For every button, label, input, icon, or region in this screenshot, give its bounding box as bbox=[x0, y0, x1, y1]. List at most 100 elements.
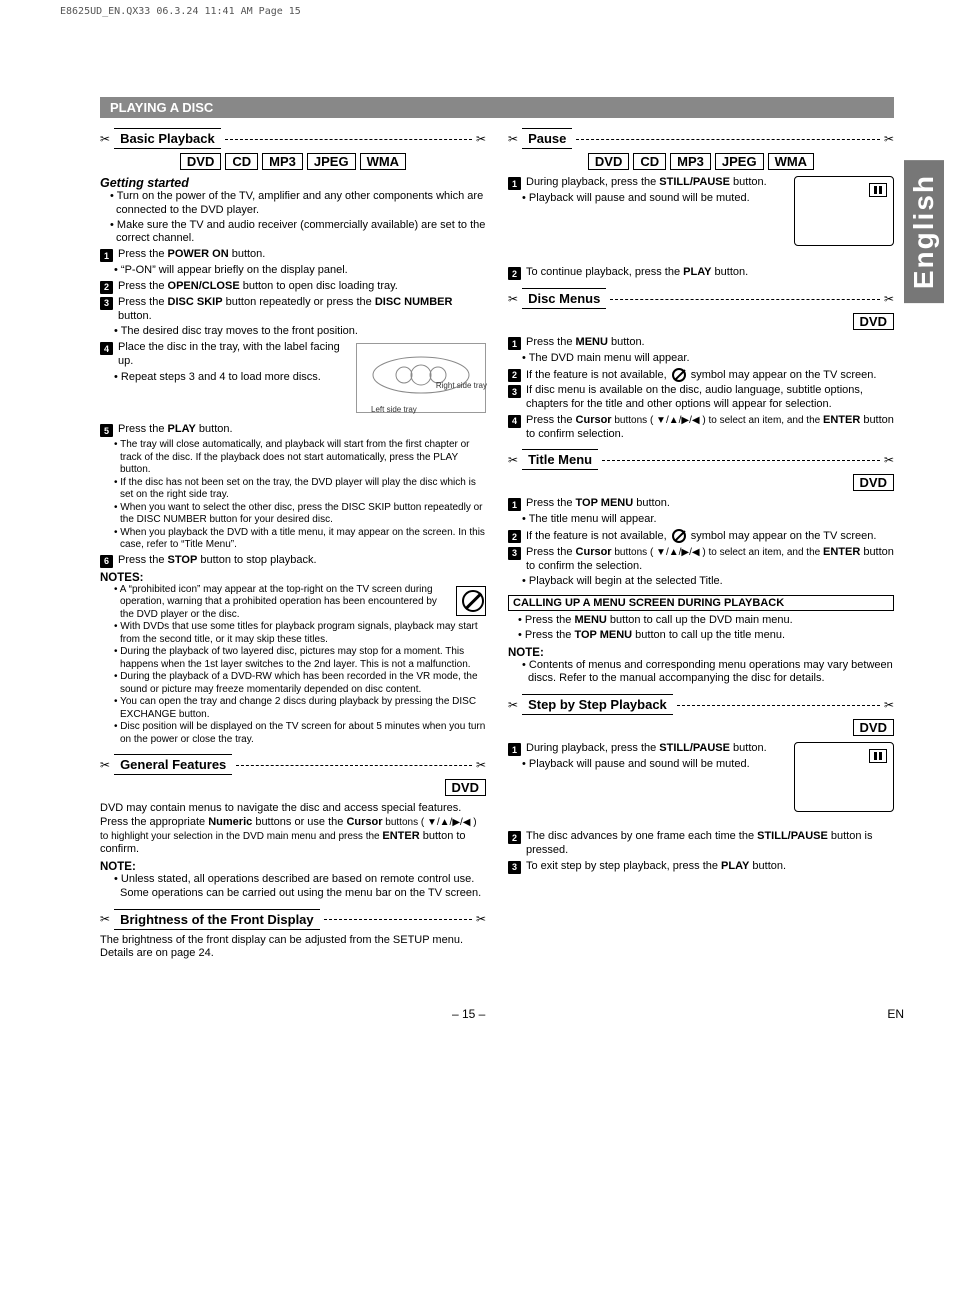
step-sub: • The tray will close automatically, and… bbox=[114, 439, 486, 477]
format-dvd: DVD bbox=[588, 153, 629, 170]
step-sub: • The DVD main menu will appear. bbox=[522, 352, 894, 366]
format-dvd: DVD bbox=[445, 779, 486, 796]
notes-head: NOTES: bbox=[100, 572, 486, 584]
format-jpeg: JPEG bbox=[307, 153, 356, 170]
text: During the playback of a DVD-RW which ha… bbox=[120, 671, 478, 695]
subheading-disc-menus: ✂ Disc Menus ✂ bbox=[508, 288, 894, 309]
subheading-brightness: ✂ Brightness of the Front Display ✂ bbox=[100, 909, 486, 930]
section-banner: PLAYING A DISC bbox=[100, 97, 894, 118]
text: button. bbox=[730, 742, 767, 754]
subheading-title-menu: ✂ Title Menu ✂ bbox=[508, 449, 894, 470]
text: STOP bbox=[168, 554, 198, 566]
text: buttons ( ▼/▲/▶/◀ ) to select an item, a… bbox=[612, 547, 823, 558]
text: buttons or use the bbox=[252, 816, 346, 828]
prohibited-box bbox=[456, 586, 486, 616]
text: TOP MENU bbox=[574, 629, 632, 641]
text: ENTER bbox=[382, 830, 419, 842]
note-item: • A “prohibited icon” may appear at the … bbox=[114, 584, 486, 622]
scissors-icon: ✂ bbox=[476, 913, 486, 925]
scissors-icon: ✂ bbox=[476, 759, 486, 771]
left-column: ✂ Basic Playback ✂ DVD CD MP3 JPEG WMA G… bbox=[100, 124, 486, 961]
step-number-icon: 3 bbox=[508, 385, 521, 398]
text: Cursor bbox=[346, 816, 382, 828]
text: button to call up the title menu. bbox=[632, 629, 785, 641]
step-number-icon: 2 bbox=[508, 831, 521, 844]
format-wma: WMA bbox=[360, 153, 407, 170]
scissors-icon: ✂ bbox=[476, 133, 486, 145]
format-mp3: MP3 bbox=[670, 153, 711, 170]
format-wma: WMA bbox=[768, 153, 815, 170]
subheading-text: Title Menu bbox=[522, 449, 598, 470]
dashed-line bbox=[225, 139, 472, 140]
subheading-text: General Features bbox=[114, 754, 232, 775]
format-row: DVD bbox=[508, 313, 894, 330]
disc-step-2: 2 If the feature is not available, symbo… bbox=[508, 368, 894, 383]
format-row: DVD bbox=[508, 474, 894, 491]
text: You can open the tray and change 2 discs… bbox=[120, 696, 476, 720]
prohibited-icon bbox=[462, 590, 484, 612]
page-footer: – 15 – EN bbox=[0, 991, 954, 1031]
text: Press the bbox=[118, 280, 168, 292]
dashed-line bbox=[324, 919, 472, 920]
step-number-icon: 6 bbox=[100, 555, 113, 568]
text: button. bbox=[711, 266, 748, 278]
note-head: NOTE: bbox=[508, 647, 894, 659]
step-1: 1 Press the POWER ON button. bbox=[100, 248, 486, 262]
text: button to call up the DVD main menu. bbox=[607, 614, 793, 626]
format-dvd: DVD bbox=[853, 474, 894, 491]
text: Press the bbox=[526, 336, 576, 348]
sbs-step-1: 1 During playback, press the STILL/PAUSE… bbox=[508, 742, 786, 756]
note-item: • During the playback of a DVD-RW which … bbox=[114, 671, 486, 696]
text: A “prohibited icon” may appear at the to… bbox=[120, 584, 437, 620]
step-number-icon: 1 bbox=[100, 249, 113, 262]
pause-icon bbox=[869, 183, 887, 197]
text: Press the bbox=[118, 248, 168, 260]
tv-screen-figure bbox=[794, 742, 894, 812]
title-step-1: 1 Press the TOP MENU button. bbox=[508, 497, 894, 511]
text: Press the bbox=[525, 629, 575, 641]
right-column: ✂ Pause ✂ DVD CD MP3 JPEG WMA 1 During p… bbox=[508, 124, 894, 961]
gs-bullet: • Turn on the power of the TV, amplifier… bbox=[110, 190, 486, 218]
format-dvd: DVD bbox=[180, 153, 221, 170]
disc-step-3: 3 If disc menu is available on the disc,… bbox=[508, 384, 894, 412]
step-2: 2 Press the OPEN/CLOSE button to open di… bbox=[100, 280, 486, 294]
step-sub: • The title menu will appear. bbox=[522, 513, 894, 527]
step-3: 3 Press the DISC SKIP button repeatedly … bbox=[100, 296, 486, 324]
text: button. bbox=[749, 860, 786, 872]
pause-step-1: 1 During playback, press the STILL/PAUSE… bbox=[508, 176, 786, 190]
scissors-icon: ✂ bbox=[100, 133, 110, 145]
text: Numeric bbox=[208, 816, 252, 828]
format-cd: CD bbox=[633, 153, 666, 170]
text: button. bbox=[196, 423, 233, 435]
text: buttons ( ▼/▲/▶/◀ ) to select an item, a… bbox=[612, 415, 823, 426]
pause-step-2: 2 To continue playback, press the PLAY b… bbox=[508, 266, 894, 280]
text: STILL/PAUSE bbox=[659, 176, 730, 188]
text: Cursor bbox=[576, 414, 612, 426]
sbs-step-2: 2 The disc advances by one frame each ti… bbox=[508, 830, 894, 858]
scissors-icon: ✂ bbox=[884, 133, 894, 145]
disc-step-4: 4 Press the Cursor buttons ( ▼/▲/▶/◀ ) t… bbox=[508, 414, 894, 442]
text: Press the bbox=[526, 414, 576, 426]
text: button. bbox=[608, 336, 645, 348]
note-item: • Unless stated, all operations describe… bbox=[114, 873, 486, 901]
dashed-line bbox=[576, 139, 880, 140]
prohibited-icon bbox=[672, 529, 686, 543]
text: POWER ON bbox=[168, 248, 229, 260]
tv-screen-figure bbox=[794, 176, 894, 246]
text: During the playback of two layered disc,… bbox=[120, 646, 471, 670]
pause-icon bbox=[869, 749, 887, 763]
text: button. bbox=[633, 497, 670, 509]
text: If disc menu is available on the disc, a… bbox=[526, 384, 894, 412]
dashed-line bbox=[610, 299, 880, 300]
title-step-2: 2 If the feature is not available, symbo… bbox=[508, 529, 894, 544]
text: Make sure the TV and audio receiver (com… bbox=[116, 219, 485, 245]
step-sub: • Playback will begin at the selected Ti… bbox=[522, 575, 894, 589]
scissors-icon: ✂ bbox=[508, 454, 518, 466]
subheading-text: Basic Playback bbox=[114, 128, 221, 149]
text: Press the bbox=[118, 296, 168, 308]
text: TOP MENU bbox=[576, 497, 634, 509]
text: During playback, press the bbox=[526, 176, 659, 188]
scissors-icon: ✂ bbox=[508, 133, 518, 145]
figure-label: Left side tray bbox=[371, 405, 417, 414]
text: STILL/PAUSE bbox=[757, 830, 828, 842]
